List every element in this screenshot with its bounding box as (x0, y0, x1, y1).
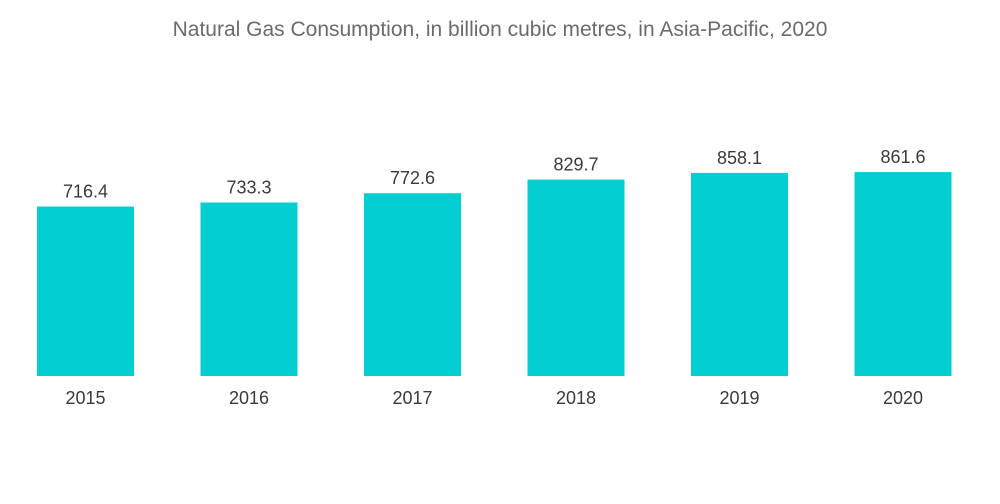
value-label-2017: 772.6 (390, 168, 435, 188)
x-tick-label-2019: 2019 (719, 388, 759, 408)
bars-layer: 716.4 2015 733.3 2016 772.6 2017 829.7 2018 858.… (37, 147, 952, 408)
bar-2018 (527, 179, 625, 376)
bar-2020 (854, 172, 952, 376)
value-label-2018: 829.7 (553, 155, 598, 175)
x-tick-label-2017: 2017 (392, 388, 432, 408)
x-tick-label-2015: 2015 (65, 388, 105, 408)
value-label-2015: 716.4 (63, 182, 108, 202)
chart-title: Natural Gas Consumption, in billion cubi… (172, 18, 828, 41)
x-tick-label-2016: 2016 (229, 388, 269, 408)
bar-2017 (364, 193, 461, 376)
value-label-2020: 861.6 (880, 147, 925, 167)
value-label-2019: 858.1 (717, 148, 762, 168)
bar-2016 (200, 202, 298, 376)
x-tick-label-2020: 2020 (883, 388, 923, 408)
bar-2019 (691, 172, 788, 376)
x-tick-label-2018: 2018 (556, 388, 596, 408)
value-label-2016: 733.3 (226, 178, 271, 198)
bar-2015 (37, 206, 134, 376)
